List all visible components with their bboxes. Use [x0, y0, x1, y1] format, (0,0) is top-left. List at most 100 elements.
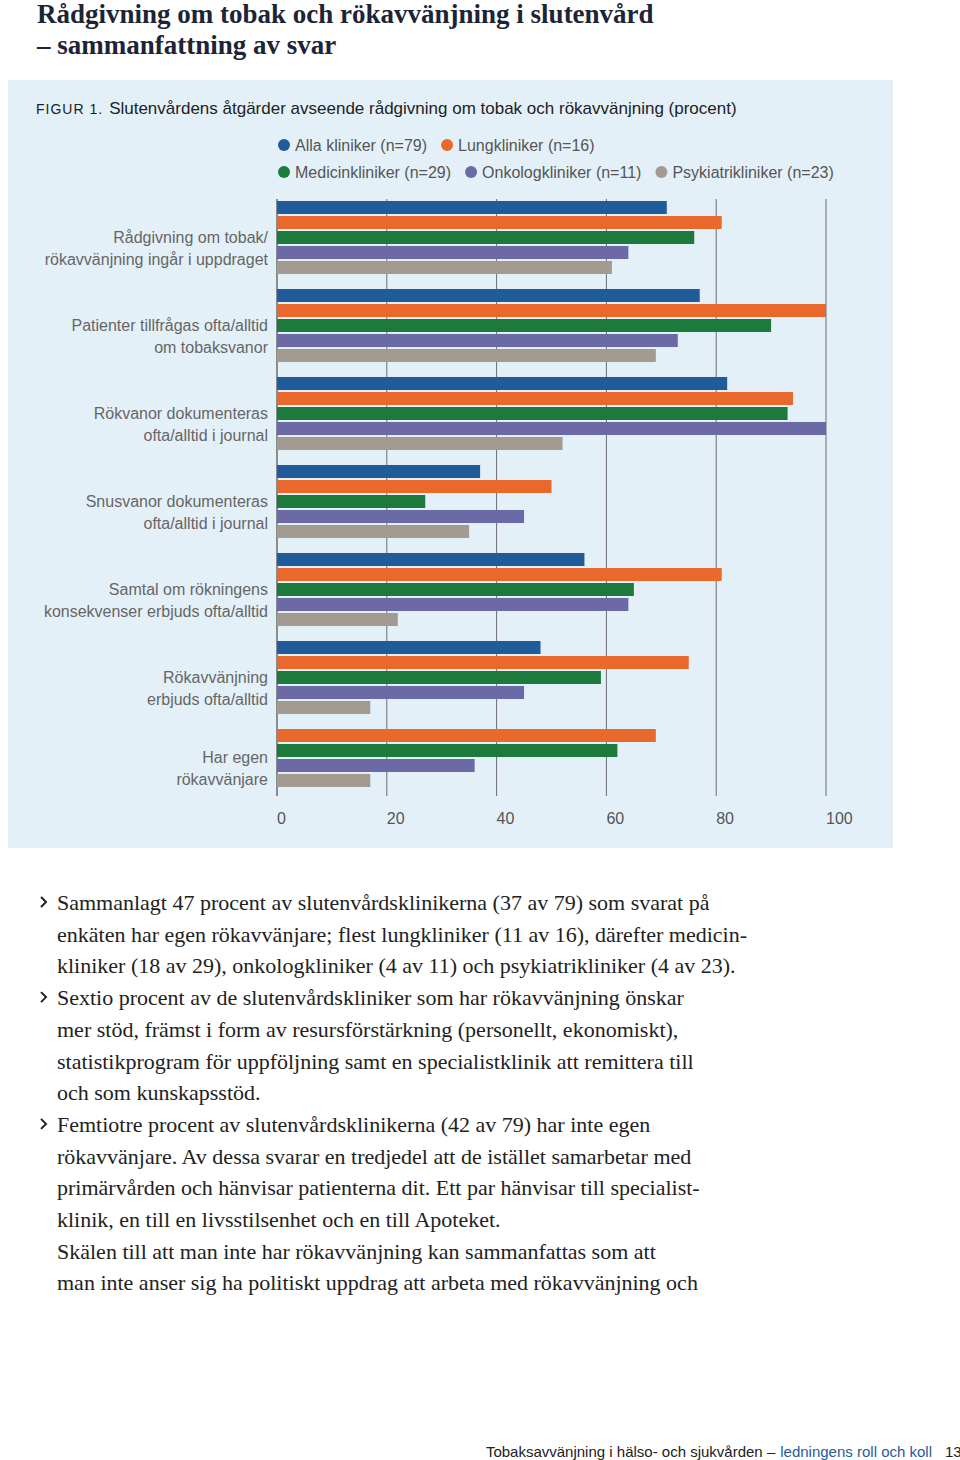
- bars: [277, 201, 826, 787]
- grid-line: [826, 199, 827, 796]
- bar: [277, 598, 628, 611]
- bullet-marker: [41, 1119, 46, 1129]
- bullet-text: rökavvänjare. Av dessa svarar en tredjed…: [57, 1144, 691, 1169]
- page: Rådgivning om tobak och rökavvänjning i …: [0, 0, 960, 1460]
- category-label: Rökvanor dokumenteras ofta/alltid i journ…: [94, 405, 268, 444]
- category-line: ofta/alltid i journal: [143, 427, 268, 444]
- bar: [277, 656, 689, 669]
- bar: [277, 201, 667, 214]
- legend: Alla kliniker (n=79)Lungkliniker (n=16)M…: [278, 137, 834, 181]
- bar: [277, 671, 601, 684]
- bullet-text: kliniker (18 av 29), onkologkliniker (4 …: [57, 953, 736, 978]
- bar: [277, 774, 370, 787]
- bullet-text: enkäten har egen rökavvänjare; flest lun…: [57, 922, 747, 947]
- bullet-text: och som kunskapsstöd.: [57, 1080, 261, 1105]
- category-line: rökavvänjare: [176, 771, 268, 788]
- bar: [277, 701, 370, 714]
- category-line: rökavvänjning ingår i uppdraget: [45, 251, 269, 268]
- bar: [277, 246, 628, 259]
- legend-label: Lungkliniker (n=16): [458, 137, 595, 154]
- bullet-text: Sammanlagt 47 procent av slutenvårdsklin…: [57, 890, 710, 915]
- grid-line: [716, 199, 717, 796]
- legend-swatch: [278, 166, 290, 178]
- bar: [277, 392, 793, 405]
- bar: [277, 495, 425, 508]
- bar: [277, 377, 727, 390]
- footer-title: Tobaksavvänjning i hälso- och sjukvården…: [486, 1443, 932, 1460]
- category-line: erbjuds ofta/alltid: [147, 691, 268, 708]
- bullet-text: klinik, en till en livsstilsenhet och en…: [57, 1207, 501, 1232]
- category-line: Har egen: [202, 749, 268, 766]
- bar: [277, 437, 562, 450]
- bar: [277, 231, 694, 244]
- category-line: Rådgivning om tobak/: [113, 229, 268, 246]
- bar: [277, 613, 398, 626]
- paragraph-text: man inte anser sig ha politiskt uppdrag …: [57, 1270, 698, 1295]
- bar: [277, 349, 656, 362]
- legend-label: Onkologkliniker (n=11): [482, 164, 641, 181]
- page-title: – sammanfattning av svar: [36, 30, 336, 60]
- legend-swatch: [278, 139, 290, 151]
- page-title: Rådgivning om tobak och rökavvänjning i …: [37, 0, 654, 29]
- bar: [277, 553, 584, 566]
- bar: [277, 729, 656, 742]
- legend-swatch: [441, 139, 453, 151]
- figure-label: FIGUR 1.: [36, 101, 103, 117]
- tick-label: 100: [826, 810, 853, 827]
- category-line: Rökvanor dokumenteras: [94, 405, 268, 422]
- bar: [277, 686, 524, 699]
- category-label: Rådgivning om tobak/rökavvänjning ingår …: [45, 229, 269, 268]
- category-line: Samtal om rökningens: [109, 581, 268, 598]
- category-label: Patienter tillfrågas ofta/alltid om tobak…: [71, 317, 268, 356]
- category-label: Snusvanor dokumenteras ofta/alltid i jour…: [86, 493, 268, 532]
- bullet-text: statistikprogram för uppföljning samt en…: [57, 1049, 694, 1074]
- footer-highlight: ledningens roll och koll: [780, 1443, 932, 1460]
- bullet-text: primärvården och hänvisar patienterna di…: [57, 1175, 700, 1200]
- figure-panel: [8, 80, 893, 848]
- tick-label: 40: [497, 810, 515, 827]
- grid-line: [606, 199, 607, 796]
- bullet-marker: [41, 992, 46, 1002]
- legend-label: Psykiatrikliniker (n=23): [672, 164, 833, 181]
- bar: [277, 510, 524, 523]
- bar: [277, 568, 722, 581]
- bar: [277, 744, 617, 757]
- tick-label: 0: [277, 810, 286, 827]
- bar: [277, 319, 771, 332]
- bar: [277, 334, 678, 347]
- legend-label: Alla kliniker (n=79): [295, 137, 427, 154]
- bar: [277, 422, 826, 435]
- tick-label: 80: [716, 810, 734, 827]
- category-line: Rökavvänjning: [163, 669, 268, 686]
- grid: [277, 199, 826, 796]
- bar: [277, 304, 826, 317]
- bar: [277, 583, 634, 596]
- bullet-text: Femtiotre procent av slutenvårdskliniker…: [57, 1112, 650, 1137]
- bar: [277, 525, 469, 538]
- category-line: ofta/alltid i journal: [143, 515, 268, 532]
- bullet-marker: [41, 897, 46, 907]
- bar: [277, 289, 700, 302]
- category-line: konsekvenser erbjuds ofta/alltid: [44, 603, 268, 620]
- page-number: 13: [945, 1443, 960, 1460]
- footer-text: Tobaksavvänjning i hälso- och sjukvården…: [486, 1443, 776, 1460]
- category-line: om tobaksvanor: [154, 339, 269, 356]
- bar: [277, 407, 788, 420]
- tick-label: 20: [387, 810, 405, 827]
- category-label: Samtal om rökningens konsekvenser erbjuds…: [44, 581, 268, 620]
- category-label: Har egen rökavvänjare: [176, 749, 268, 788]
- category-line: Patienter tillfrågas ofta/alltid: [71, 317, 268, 334]
- bar: [277, 480, 552, 493]
- grid-line: [496, 199, 497, 796]
- bar: [277, 261, 612, 274]
- bar: [277, 216, 722, 229]
- chart-title: Slutenvårdens åtgärder avseende rådgivni…: [109, 99, 737, 118]
- paragraph-text: Skälen till att man inte har rökavvänjni…: [57, 1239, 656, 1264]
- category-label: Rökavvänjning erbjuds ofta/alltid: [147, 669, 268, 708]
- bar: [277, 641, 541, 654]
- bar: [277, 465, 480, 478]
- tick-label: 60: [606, 810, 624, 827]
- category-line: Snusvanor dokumenteras: [86, 493, 268, 510]
- bullet-text: Sextio procent av de slutenvårdskliniker…: [57, 985, 685, 1010]
- bullet-text: mer stöd, främst i form av resursförstär…: [57, 1017, 678, 1042]
